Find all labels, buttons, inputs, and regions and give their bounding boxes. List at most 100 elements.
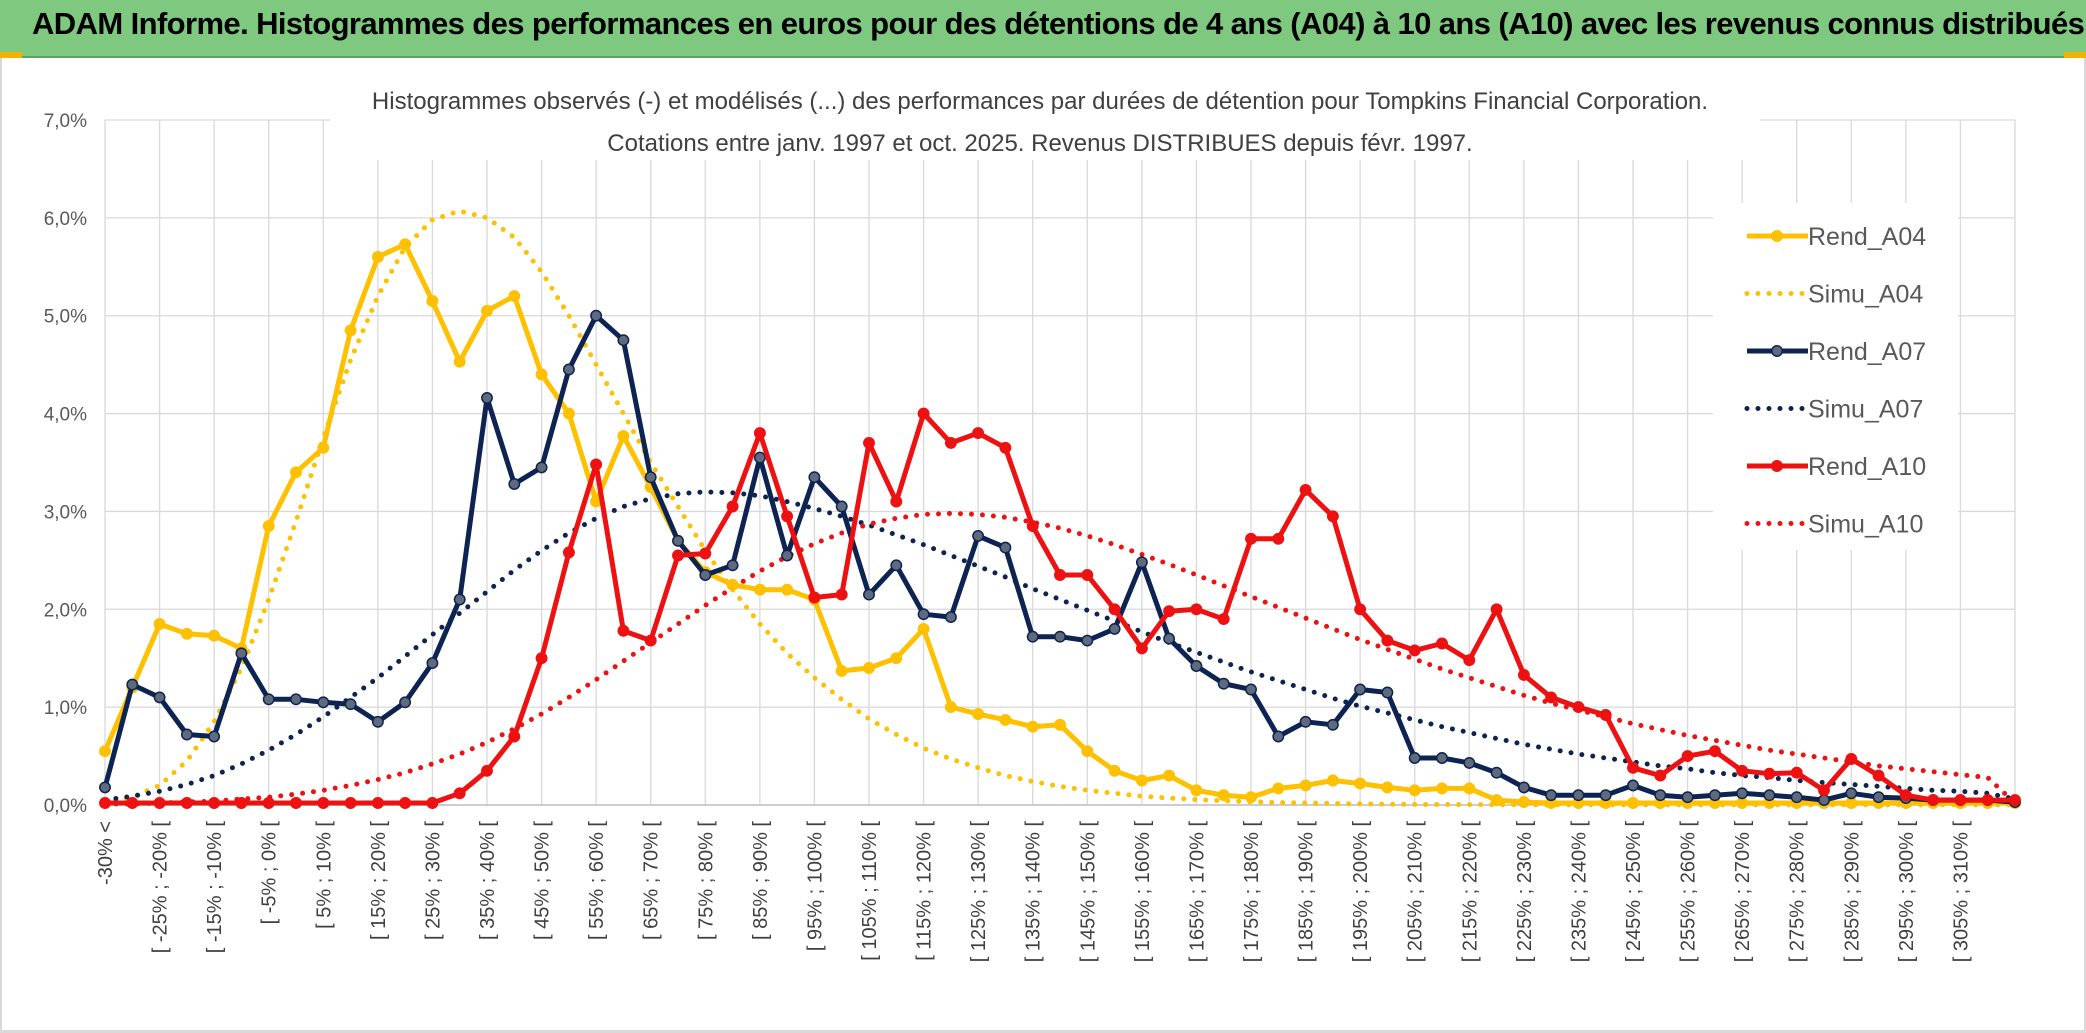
point-rend-a10 bbox=[208, 797, 221, 809]
point-rend-a07 bbox=[153, 691, 166, 704]
point-rend-a04 bbox=[1163, 769, 1176, 782]
point-rend-a07 bbox=[508, 478, 521, 490]
x-tick-label: [ 85% ; 90% [ bbox=[750, 821, 772, 940]
legend-label: Simu_A04 bbox=[1808, 281, 1923, 309]
point-rend-a07 bbox=[1272, 730, 1285, 743]
point-rend-a07 bbox=[890, 559, 903, 572]
x-tick-label: [ 45% ; 50% [ bbox=[532, 821, 554, 940]
x-tick-label: -30% < bbox=[95, 821, 117, 885]
point-rend-a07 bbox=[944, 611, 957, 624]
y-tick-label: 1,0% bbox=[44, 698, 87, 719]
point-rend-a04 bbox=[1299, 779, 1312, 792]
chart-frame bbox=[0, 58, 2086, 1033]
point-rend-a07 bbox=[726, 559, 739, 572]
point-rend-a10 bbox=[1299, 483, 1312, 496]
point-rend-a07 bbox=[1217, 677, 1230, 690]
point-rend-a07 bbox=[753, 451, 766, 464]
x-tick-label: [ 295% ; 300% [ bbox=[1896, 821, 1918, 963]
point-rend-a07 bbox=[371, 715, 384, 728]
x-tick-label: [ 135% ; 140% [ bbox=[1023, 821, 1045, 963]
x-tick-label: [ 205% ; 210% [ bbox=[1405, 821, 1427, 963]
point-rend-a10 bbox=[1135, 642, 1148, 655]
point-rend-a10 bbox=[835, 588, 848, 601]
point-rend-a07 bbox=[453, 593, 466, 606]
legend-label: Rend_A04 bbox=[1808, 223, 1926, 251]
point-rend-a10 bbox=[481, 764, 493, 777]
point-rend-a07 bbox=[1545, 789, 1558, 802]
x-tick-label: [ 175% ; 180% [ bbox=[1241, 821, 1263, 963]
point-rend-a10 bbox=[1790, 766, 1803, 779]
x-tick-label: [ 15% ; 20% [ bbox=[368, 821, 390, 940]
point-rend-a10 bbox=[317, 797, 330, 809]
point-rend-a07 bbox=[1190, 660, 1203, 672]
point-rend-a10 bbox=[262, 797, 275, 809]
x-tick-label: [ 185% ; 190% [ bbox=[1296, 821, 1318, 963]
point-rend-a10 bbox=[562, 546, 575, 559]
point-rend-a04 bbox=[999, 713, 1012, 726]
title-background bbox=[330, 82, 1760, 160]
point-rend-a04 bbox=[753, 583, 766, 596]
point-rend-a04 bbox=[562, 407, 575, 420]
x-tick-label: [ 215% ; 220% [ bbox=[1459, 821, 1481, 963]
point-rend-a04 bbox=[726, 578, 739, 591]
series-layer bbox=[99, 208, 2021, 809]
x-tick-label: [ -25% ; -20% [ bbox=[150, 821, 172, 954]
point-rend-a04 bbox=[1245, 791, 1257, 804]
y-tick-label: 0,0% bbox=[44, 796, 87, 817]
x-tick-label: [ -5% ; 0% [ bbox=[259, 821, 281, 925]
point-rend-a07 bbox=[1326, 718, 1339, 731]
point-rend-a04 bbox=[481, 304, 493, 317]
point-rend-a04 bbox=[835, 664, 848, 677]
point-rend-a07 bbox=[672, 534, 684, 547]
point-rend-a07 bbox=[290, 693, 302, 706]
legend-marker bbox=[1771, 460, 1783, 472]
point-rend-a10 bbox=[1927, 794, 1940, 807]
point-rend-a04 bbox=[863, 662, 875, 674]
point-rend-a10 bbox=[1627, 761, 1639, 774]
point-rend-a07 bbox=[1436, 752, 1448, 764]
point-rend-a07 bbox=[1845, 787, 1858, 800]
point-rend-a04 bbox=[944, 701, 957, 714]
point-rend-a04 bbox=[399, 238, 412, 251]
point-rend-a07 bbox=[917, 608, 930, 621]
point-rend-a10 bbox=[1981, 794, 1994, 807]
x-tick-label: [ 165% ; 170% [ bbox=[1186, 821, 1208, 963]
point-rend-a04 bbox=[617, 430, 630, 443]
point-rend-a04 bbox=[1381, 781, 1394, 794]
point-rend-a04 bbox=[180, 627, 193, 640]
y-tick-label: 2,0% bbox=[44, 600, 87, 621]
point-rend-a07 bbox=[1245, 683, 1257, 696]
point-rend-a10 bbox=[1190, 603, 1203, 616]
point-rend-a07 bbox=[1572, 789, 1585, 802]
point-rend-a04 bbox=[262, 520, 275, 533]
point-rend-a04 bbox=[535, 368, 548, 381]
point-rend-a10 bbox=[1763, 767, 1776, 780]
x-tick-label: [ 255% ; 260% [ bbox=[1678, 821, 1700, 963]
legend-label: Simu_A07 bbox=[1808, 396, 1923, 424]
x-tick-label: [ 265% ; 270% [ bbox=[1732, 821, 1754, 963]
point-rend-a10 bbox=[1245, 532, 1257, 545]
point-rend-a04 bbox=[317, 441, 330, 454]
y-axis: 0,0% 1,0% 2,0% 3,0% 4,0% 5,0% 6,0% 7,0% bbox=[44, 111, 87, 817]
point-rend-a10 bbox=[235, 797, 248, 809]
point-rend-a04 bbox=[1326, 774, 1339, 787]
point-rend-a10 bbox=[99, 797, 111, 809]
point-rend-a07 bbox=[835, 500, 848, 513]
point-rend-a07 bbox=[399, 696, 412, 709]
point-rend-a10 bbox=[153, 797, 166, 809]
point-rend-a07 bbox=[1463, 756, 1476, 769]
series-simu-a04 bbox=[102, 208, 2018, 808]
point-rend-a04 bbox=[1272, 782, 1285, 795]
point-rend-a04 bbox=[1354, 777, 1367, 790]
legend-marker bbox=[1771, 345, 1783, 357]
point-rend-a07 bbox=[1654, 789, 1667, 802]
point-rend-a07 bbox=[1599, 789, 1612, 802]
point-rend-a10 bbox=[699, 547, 712, 560]
point-rend-a10 bbox=[508, 730, 521, 743]
point-rend-a10 bbox=[1517, 668, 1530, 681]
point-rend-a07 bbox=[1872, 791, 1885, 804]
point-rend-a07 bbox=[562, 363, 575, 376]
point-rend-a10 bbox=[644, 634, 657, 647]
point-rend-a10 bbox=[1463, 654, 1476, 667]
